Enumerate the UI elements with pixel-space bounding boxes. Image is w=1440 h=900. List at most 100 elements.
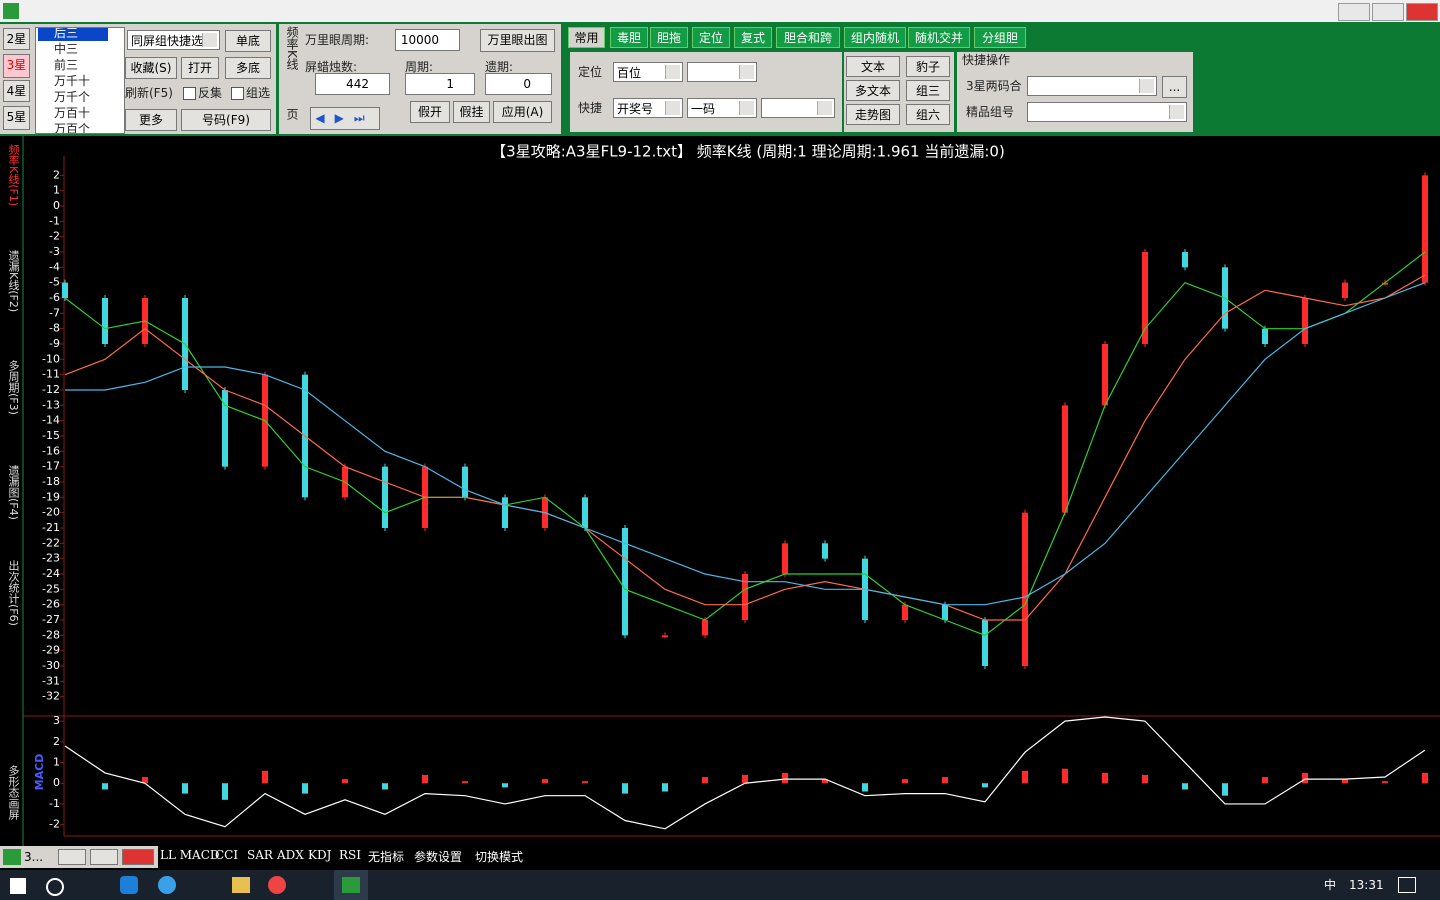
y-tick-label: -7 [49, 306, 60, 319]
maximize[interactable] [90, 849, 118, 865]
control[interactable]: 打开 [181, 57, 219, 79]
label: 3星两码合 [966, 79, 1022, 93]
menu-item[interactable]: RSI [339, 848, 361, 862]
control[interactable]: 442 [315, 73, 390, 95]
tab[interactable]: 毒胆 [610, 27, 648, 48]
list-item[interactable]: 万百个 [54, 122, 91, 134]
tab[interactable]: 胆拖 [650, 27, 688, 48]
control[interactable]: 组三 [906, 80, 950, 101]
list-item[interactable]: 万千个 [54, 90, 91, 104]
menu-item[interactable]: ADX [277, 848, 304, 862]
control[interactable]: 一码 [687, 98, 757, 118]
control[interactable]: 单底 [225, 30, 271, 52]
app-task[interactable] [334, 870, 368, 900]
list-item[interactable]: 万千十 [54, 74, 91, 88]
control[interactable]: 反集 [182, 83, 227, 103]
tab[interactable]: 常用 [568, 27, 605, 48]
control[interactable]: 1 [405, 73, 475, 95]
control[interactable]: 假开 [410, 101, 450, 123]
select[interactable] [1027, 76, 1157, 96]
tab[interactable]: 分组胆 [974, 27, 1026, 48]
control[interactable]: 更多 [125, 109, 177, 131]
control[interactable]: 开奖号 [613, 98, 683, 118]
clock[interactable]: 13:31 [1349, 878, 1384, 892]
y-tick-label: -15 [42, 429, 60, 442]
tab[interactable]: 组内随机 [844, 27, 906, 48]
page-nav[interactable]: ◀▶⏭ [310, 107, 380, 130]
start[interactable] [10, 878, 26, 894]
side-tab[interactable]: 遗漏图(F4) [7, 465, 20, 520]
menu-item[interactable]: SAR [247, 848, 273, 862]
candle [1302, 298, 1308, 344]
list-item[interactable]: 后三 [38, 28, 108, 41]
control[interactable]: 组六 [906, 104, 950, 125]
list-item[interactable]: 前三 [54, 58, 79, 72]
control[interactable]: 4星 [3, 80, 30, 102]
control[interactable]: 5星 [3, 106, 30, 130]
label: 万里眼周期: [305, 33, 370, 47]
y-tick-label: -13 [42, 398, 60, 411]
control[interactable]: 组选 [230, 83, 275, 103]
edge[interactable] [120, 876, 138, 894]
control[interactable]: 多文本 [846, 80, 900, 101]
chrome[interactable] [268, 876, 286, 894]
side-tab[interactable]: 多形态画屏 [7, 765, 20, 820]
control[interactable]: 多底 [225, 57, 271, 79]
menu-item[interactable]: KDJ [308, 848, 332, 862]
control[interactable]: 0 [485, 73, 552, 95]
select[interactable] [761, 98, 835, 118]
ie[interactable] [158, 876, 176, 894]
control[interactable]: 豹子 [906, 56, 950, 77]
candle [782, 543, 788, 574]
control[interactable]: ... [1162, 76, 1187, 98]
minimize[interactable] [1338, 3, 1370, 21]
histogram-bar [1422, 772, 1428, 784]
restore[interactable] [58, 849, 86, 865]
control[interactable]: 走势图 [846, 104, 900, 125]
tab[interactable]: 定位 [692, 27, 730, 48]
menu-item[interactable]: 参数设置 [414, 850, 463, 864]
explorer[interactable] [232, 877, 250, 893]
list-box[interactable]: 后三 中三前三万千十万千个万百十万百个 [35, 27, 125, 134]
close[interactable] [122, 849, 154, 865]
search[interactable] [46, 878, 64, 896]
side-tab[interactable]: 频率K线(F1) [7, 144, 20, 207]
side-tab[interactable]: 出次统计(F6) [7, 560, 20, 626]
candle [622, 528, 628, 636]
menu-item[interactable]: 切换模式 [475, 850, 524, 864]
tab[interactable]: 随机交并 [908, 27, 970, 48]
notifications[interactable] [1398, 877, 1416, 893]
control[interactable]: 文本 [846, 56, 900, 77]
menu-item[interactable]: 无指标 [368, 850, 405, 864]
control[interactable]: 收藏(S) [125, 57, 177, 79]
menu-item[interactable]: CCI [215, 848, 239, 862]
control[interactable]: 应用(A) [493, 101, 552, 123]
ime[interactable]: 中 [1324, 878, 1337, 892]
line-series [64, 251, 1426, 637]
control[interactable]: 3星 [3, 54, 30, 78]
list-item[interactable]: 万百十 [54, 106, 91, 120]
list-item[interactable]: 中三 [54, 42, 79, 56]
close[interactable] [1406, 3, 1438, 21]
y-tick-label: -12 [42, 383, 60, 396]
tab[interactable]: 胆合和跨 [776, 27, 840, 48]
control[interactable]: 10000 [395, 29, 460, 51]
control[interactable]: 假挂 [453, 101, 490, 123]
histogram-bar [862, 783, 868, 792]
control[interactable]: 2星 [3, 28, 30, 50]
maximize[interactable] [1372, 3, 1404, 21]
control[interactable]: 同屏组快捷选 [127, 30, 220, 50]
select[interactable] [1027, 102, 1187, 122]
select[interactable] [687, 62, 757, 82]
tab[interactable]: 复式 [734, 27, 772, 48]
control[interactable]: 号码(F9) [181, 109, 271, 131]
mini-window[interactable]: 3... [0, 846, 158, 868]
menu-item[interactable]: LL MACD [160, 848, 220, 862]
y-tick-label: -9 [49, 337, 60, 350]
histogram-bar [342, 779, 348, 784]
control[interactable]: 万里眼出图 [480, 29, 555, 52]
side-tab[interactable]: 多周期(F3) [7, 360, 20, 415]
control[interactable]: 百位 [613, 62, 683, 82]
side-tab[interactable]: 遗漏K线(F2) [7, 250, 20, 313]
histogram-bar [222, 783, 228, 800]
